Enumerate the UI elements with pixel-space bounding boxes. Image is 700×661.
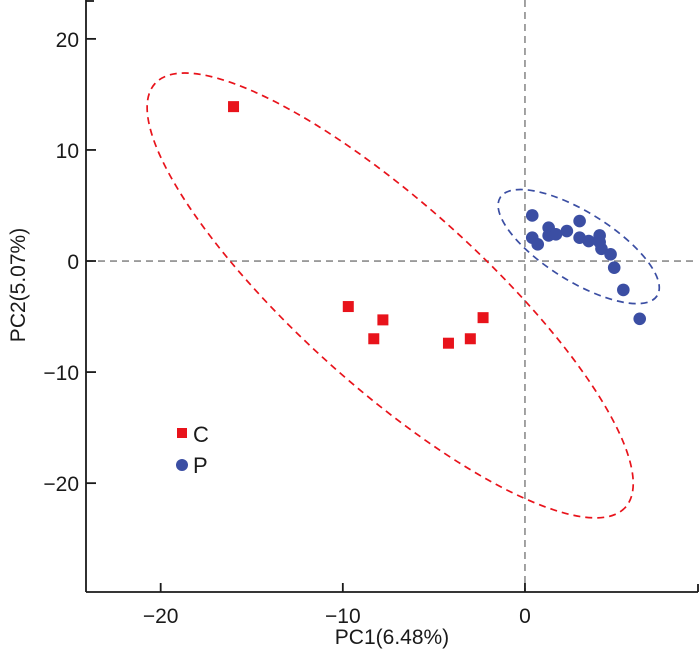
y-tick-label: −10 <box>43 362 79 385</box>
point-p <box>607 261 621 274</box>
point-p <box>525 209 539 222</box>
point-c <box>377 314 389 326</box>
legend-marker-p <box>176 459 188 471</box>
axes <box>85 0 699 593</box>
point-p <box>617 283 630 297</box>
point-p <box>531 238 545 251</box>
point-p <box>560 224 574 238</box>
point-c <box>368 333 380 345</box>
y-tick-label: 20 <box>56 29 79 52</box>
tick-marks <box>86 37 526 592</box>
x-axis-title: PC1(6.48%) <box>335 626 449 649</box>
point-p <box>582 234 596 248</box>
point-c <box>228 101 240 113</box>
point-p <box>633 312 647 326</box>
y-tick-label: 0 <box>67 251 79 274</box>
legend-marker-c <box>177 428 187 438</box>
legend-label-c: C <box>193 422 209 447</box>
point-p <box>573 214 586 228</box>
legend: C P <box>176 422 209 478</box>
y-tick-label: 10 <box>56 140 79 163</box>
x-tick-label: −20 <box>143 605 179 628</box>
x-tick-label: 0 <box>519 605 531 628</box>
data-points <box>228 101 647 349</box>
ellipse-p <box>497 188 661 305</box>
confidence-ellipses <box>146 72 661 519</box>
point-c <box>342 301 354 313</box>
y-axis-title: PC2(5.07%) <box>7 228 30 342</box>
reference-lines <box>86 0 698 592</box>
tick-labels: −20 −10 0 20 10 0 −10 −20 <box>43 29 530 628</box>
point-c <box>477 312 489 324</box>
point-p <box>604 248 617 261</box>
point-p <box>595 242 608 256</box>
point-c <box>464 333 476 345</box>
point-c <box>442 337 454 349</box>
x-tick-label: −10 <box>325 605 361 628</box>
point-p <box>549 228 563 241</box>
legend-label-p: P <box>193 453 208 478</box>
ellipse-c <box>146 72 635 519</box>
y-tick-label: −20 <box>43 473 79 496</box>
